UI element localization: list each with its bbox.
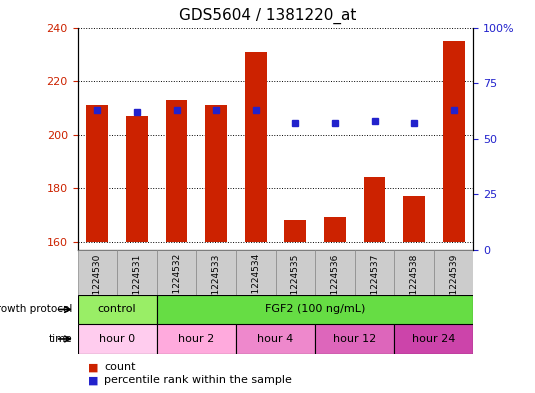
Bar <box>315 324 394 354</box>
Text: ■: ■ <box>88 375 99 386</box>
Bar <box>78 295 157 324</box>
Bar <box>434 250 473 295</box>
Text: GSM1224539: GSM1224539 <box>449 253 458 314</box>
Text: FGF2 (100 ng/mL): FGF2 (100 ng/mL) <box>265 305 365 314</box>
Bar <box>87 105 108 242</box>
Bar <box>205 105 227 242</box>
Bar <box>78 324 157 354</box>
Text: GSM1224530: GSM1224530 <box>93 253 102 314</box>
Text: hour 12: hour 12 <box>333 334 376 344</box>
Bar <box>126 116 148 242</box>
Text: GSM1224535: GSM1224535 <box>291 253 300 314</box>
Text: percentile rank within the sample: percentile rank within the sample <box>104 375 292 386</box>
Text: GSM1224536: GSM1224536 <box>331 253 339 314</box>
Bar <box>443 41 464 242</box>
Text: GSM1224531: GSM1224531 <box>133 253 141 314</box>
Bar <box>157 324 236 354</box>
Text: GSM1224537: GSM1224537 <box>370 253 379 314</box>
Text: GSM1224538: GSM1224538 <box>410 253 418 314</box>
Bar <box>236 250 276 295</box>
Bar <box>117 250 157 295</box>
Bar <box>394 250 434 295</box>
Text: hour 24: hour 24 <box>412 334 456 344</box>
Bar <box>324 217 346 242</box>
Text: hour 2: hour 2 <box>178 334 215 344</box>
Text: GSM1224533: GSM1224533 <box>212 253 220 314</box>
Text: ■: ■ <box>88 362 99 373</box>
Bar <box>157 250 196 295</box>
Bar <box>315 250 355 295</box>
Text: GSM1224534: GSM1224534 <box>251 253 260 314</box>
Bar <box>276 250 315 295</box>
Text: control: control <box>98 305 136 314</box>
Bar <box>196 250 236 295</box>
Text: GSM1224532: GSM1224532 <box>172 253 181 314</box>
Bar <box>355 250 394 295</box>
Text: count: count <box>104 362 136 373</box>
Text: GDS5604 / 1381220_at: GDS5604 / 1381220_at <box>179 7 356 24</box>
Bar <box>403 196 425 242</box>
Bar <box>157 295 473 324</box>
Bar <box>166 100 187 242</box>
Text: growth protocol: growth protocol <box>0 305 72 314</box>
Bar <box>364 177 385 242</box>
Text: hour 0: hour 0 <box>99 334 135 344</box>
Bar <box>394 324 473 354</box>
Bar <box>78 250 117 295</box>
Bar <box>245 51 266 242</box>
Bar <box>236 324 315 354</box>
Text: time: time <box>49 334 72 344</box>
Bar <box>285 220 306 242</box>
Text: hour 4: hour 4 <box>257 334 294 344</box>
